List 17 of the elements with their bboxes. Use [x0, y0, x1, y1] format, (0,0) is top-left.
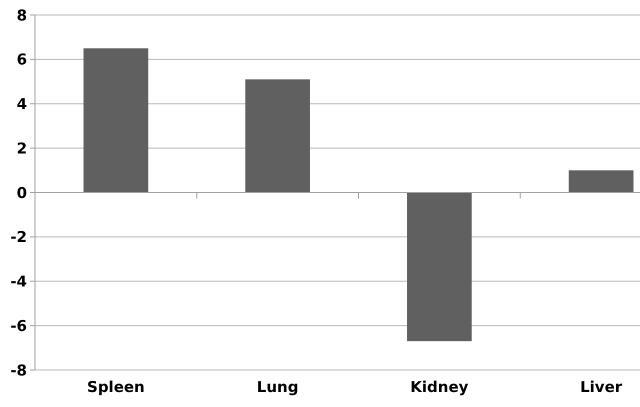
- y-tick-label: -8: [10, 361, 27, 380]
- x-tick-label: Liver: [580, 378, 623, 396]
- bar: [568, 170, 634, 192]
- y-tick-label: 8: [16, 6, 27, 24]
- y-tick-label: 6: [16, 50, 27, 69]
- x-tick-label: Spleen: [87, 378, 145, 396]
- bar: [407, 192, 472, 342]
- y-tick-label: 2: [16, 139, 27, 158]
- y-tick-label: -2: [10, 228, 27, 246]
- bar: [245, 79, 310, 192]
- y-tick-label: -6: [10, 316, 27, 335]
- bar: [84, 48, 148, 192]
- y-tick-label: -4: [10, 272, 27, 290]
- x-tick-label: Lung: [256, 378, 298, 396]
- x-tick-label: Kidney: [410, 378, 469, 396]
- y-tick-label: 4: [16, 95, 27, 113]
- y-tick-label: 0: [16, 184, 27, 202]
